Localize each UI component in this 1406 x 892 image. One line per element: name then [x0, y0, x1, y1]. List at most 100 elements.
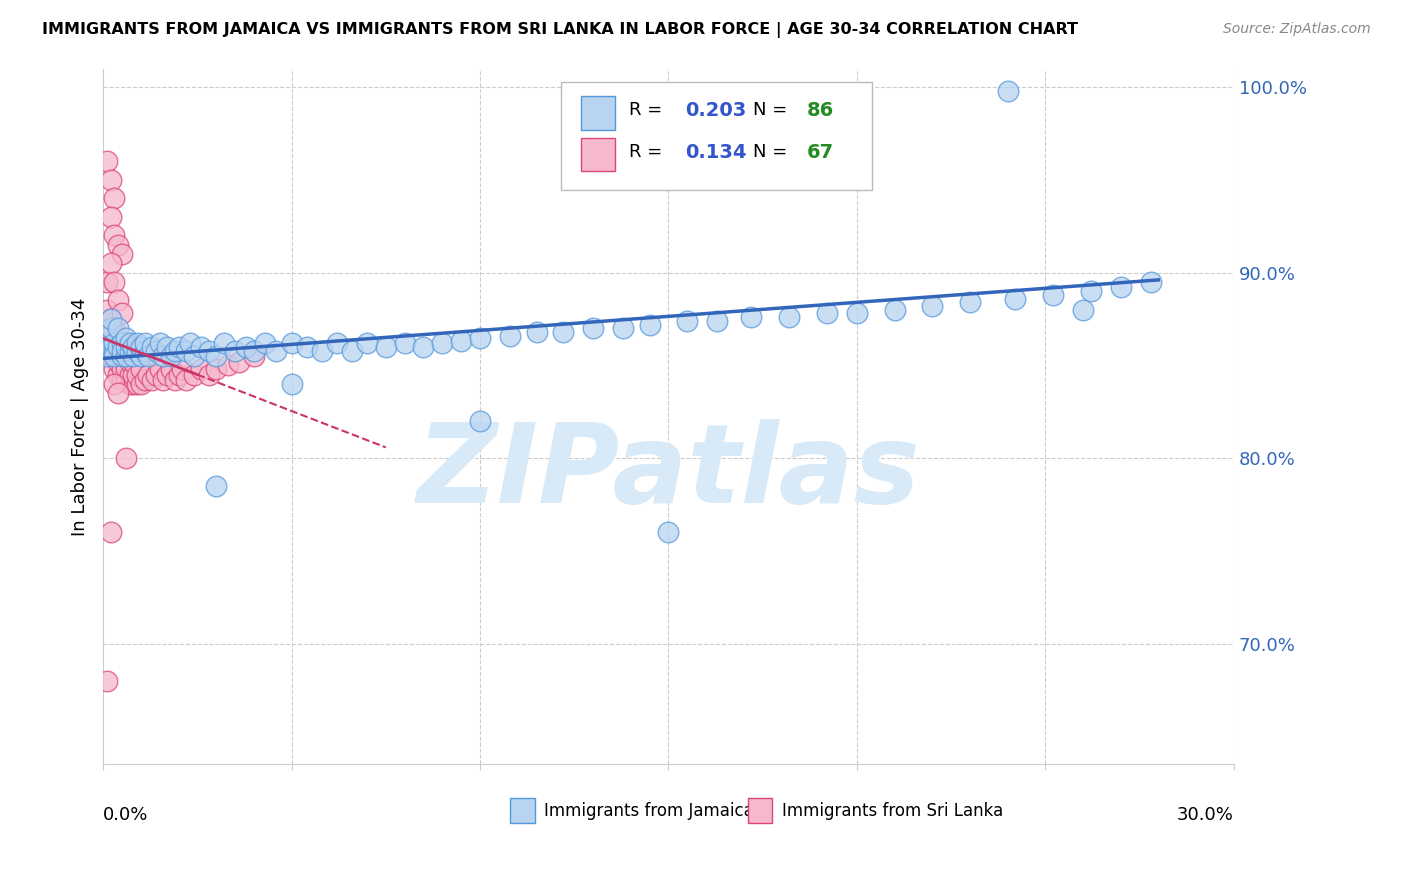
Point	[129, 362, 152, 376]
Point	[740, 310, 762, 325]
Point	[883, 302, 905, 317]
Text: Source: ZipAtlas.com: Source: ZipAtlas.com	[1223, 22, 1371, 37]
Point	[111, 247, 134, 261]
Point	[179, 336, 201, 351]
Point	[1080, 284, 1102, 298]
Point	[122, 368, 145, 382]
Point	[114, 349, 136, 363]
Point	[114, 362, 136, 376]
Point	[141, 340, 163, 354]
Point	[118, 336, 141, 351]
Point	[100, 256, 122, 270]
FancyBboxPatch shape	[561, 82, 872, 190]
Point	[138, 368, 160, 382]
Point	[638, 318, 661, 332]
Point	[122, 354, 145, 368]
Point	[100, 173, 122, 187]
Point	[134, 343, 156, 358]
Point	[1109, 280, 1132, 294]
Text: 67: 67	[807, 143, 834, 161]
Point	[107, 354, 129, 368]
Point	[100, 312, 122, 326]
Point	[100, 312, 122, 326]
Point	[103, 336, 125, 351]
Point	[114, 373, 136, 387]
Point	[228, 354, 250, 368]
Point	[96, 321, 118, 335]
Point	[107, 293, 129, 308]
Text: Immigrants from Jamaica: Immigrants from Jamaica	[544, 802, 754, 820]
Point	[551, 325, 574, 339]
Point	[134, 336, 156, 351]
Point	[815, 306, 838, 320]
Point	[103, 343, 125, 358]
Point	[394, 336, 416, 351]
Point	[997, 84, 1019, 98]
Point	[205, 479, 228, 493]
Point	[111, 349, 134, 363]
Point	[107, 237, 129, 252]
Point	[468, 414, 491, 428]
Point	[114, 349, 136, 363]
Point	[145, 368, 167, 382]
Point	[111, 343, 134, 358]
Point	[280, 336, 302, 351]
Point	[96, 302, 118, 317]
Point	[1140, 275, 1163, 289]
Point	[103, 349, 125, 363]
Point	[138, 349, 160, 363]
Point	[657, 525, 679, 540]
FancyBboxPatch shape	[582, 96, 616, 129]
Point	[311, 343, 333, 358]
Point	[526, 325, 548, 339]
Point	[676, 314, 699, 328]
Point	[149, 362, 172, 376]
Point	[96, 275, 118, 289]
Point	[197, 343, 219, 358]
Point	[103, 362, 125, 376]
Point	[103, 275, 125, 289]
Text: R =: R =	[628, 102, 668, 120]
Point	[243, 343, 266, 358]
Point	[107, 330, 129, 344]
Point	[266, 343, 288, 358]
Point	[125, 376, 148, 391]
Text: IMMIGRANTS FROM JAMAICA VS IMMIGRANTS FROM SRI LANKA IN LABOR FORCE | AGE 30-34 : IMMIGRANTS FROM JAMAICA VS IMMIGRANTS FR…	[42, 22, 1078, 38]
Point	[190, 362, 212, 376]
Point	[295, 340, 318, 354]
Text: 0.0%: 0.0%	[103, 806, 149, 824]
Point	[122, 349, 145, 363]
Point	[152, 349, 174, 363]
Point	[100, 210, 122, 224]
Point	[152, 373, 174, 387]
FancyBboxPatch shape	[748, 798, 772, 823]
FancyBboxPatch shape	[510, 798, 536, 823]
Point	[103, 376, 125, 391]
Point	[217, 359, 239, 373]
Point	[326, 336, 349, 351]
FancyBboxPatch shape	[582, 138, 616, 171]
Point	[111, 349, 134, 363]
Point	[114, 340, 136, 354]
Point	[129, 340, 152, 354]
Text: N =: N =	[754, 102, 793, 120]
Point	[163, 343, 186, 358]
Point	[134, 373, 156, 387]
Point	[125, 368, 148, 382]
Point	[118, 343, 141, 358]
Point	[141, 373, 163, 387]
Point	[174, 373, 197, 387]
Point	[114, 451, 136, 466]
Point	[100, 321, 122, 335]
Point	[468, 330, 491, 344]
Point	[96, 349, 118, 363]
Point	[254, 336, 277, 351]
Point	[111, 336, 134, 351]
Point	[145, 343, 167, 358]
Point	[149, 336, 172, 351]
Point	[107, 343, 129, 358]
Point	[100, 340, 122, 354]
Point	[156, 368, 179, 382]
Point	[160, 349, 183, 363]
Point	[1071, 302, 1094, 317]
